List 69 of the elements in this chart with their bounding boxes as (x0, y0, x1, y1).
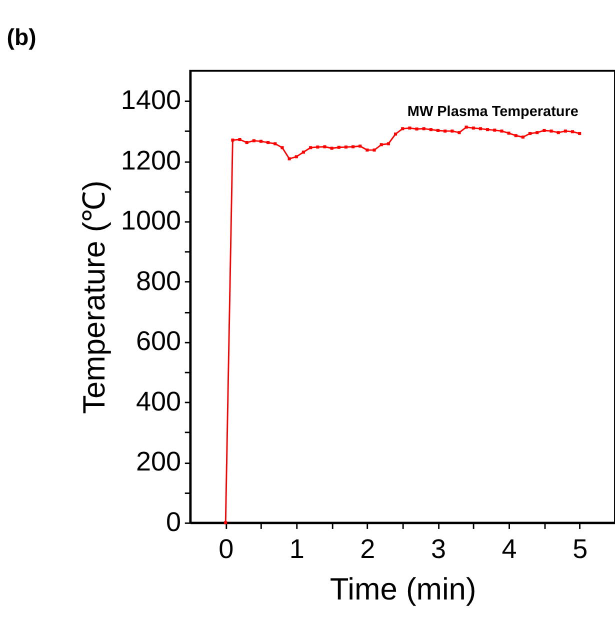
point (472, 126, 475, 130)
y-tick-label: 800 (136, 266, 182, 296)
y-tick-label: 200 (136, 446, 182, 477)
point (330, 146, 334, 150)
point (436, 128, 440, 132)
point (429, 128, 432, 132)
point (323, 145, 326, 148)
point (245, 141, 248, 144)
point (578, 132, 582, 136)
point (493, 128, 496, 132)
point (266, 141, 270, 144)
chart-title: (b) (6, 24, 36, 50)
point (408, 126, 412, 130)
y-tick-label: 600 (136, 326, 182, 356)
point (486, 128, 490, 132)
point (380, 143, 383, 146)
x-tick-label: 0 (218, 534, 234, 564)
x-tick-label: 4 (502, 534, 517, 564)
point (514, 134, 518, 138)
x-tick-label: 5 (572, 534, 588, 564)
point (352, 145, 355, 148)
point (280, 146, 284, 150)
y-axis-title: Temperature (℃) (76, 180, 112, 414)
point (422, 127, 426, 130)
point (309, 146, 312, 150)
y-tick-label: 1000 (120, 206, 182, 236)
point (394, 132, 398, 136)
point (536, 131, 539, 134)
point (564, 130, 567, 133)
point (507, 132, 510, 135)
y-tick-label: 400 (136, 386, 182, 416)
point (444, 130, 447, 133)
series-label: MW Plasma Temperature (407, 104, 578, 120)
y-tick-label: 0 (166, 506, 182, 537)
point (570, 130, 574, 134)
point (401, 127, 404, 130)
point (224, 521, 228, 524)
point (337, 146, 340, 149)
point (294, 155, 298, 158)
x-tick-label: 2 (360, 534, 376, 564)
point (521, 136, 524, 139)
point (358, 144, 362, 148)
x-tick-label: 1 (289, 534, 304, 564)
point (458, 131, 461, 134)
point (500, 130, 504, 133)
point (259, 140, 263, 143)
point (366, 148, 369, 152)
point (231, 138, 234, 142)
x-tick-label: 3 (430, 534, 446, 564)
point (415, 127, 418, 131)
x-axis-title: Time (min) (330, 571, 476, 606)
point (252, 139, 256, 142)
point (464, 126, 468, 129)
y-tick-label: 1200 (120, 145, 182, 176)
point (478, 127, 482, 130)
point (274, 142, 277, 146)
point (550, 130, 553, 133)
point (528, 132, 532, 136)
point (542, 128, 546, 132)
point (450, 130, 454, 133)
point (386, 142, 390, 146)
point (288, 157, 291, 160)
y-tick-label: 1400 (120, 85, 182, 116)
point (556, 131, 560, 134)
point (344, 146, 348, 149)
point (238, 138, 242, 142)
point (316, 146, 320, 149)
point (302, 150, 306, 154)
point (372, 148, 376, 152)
